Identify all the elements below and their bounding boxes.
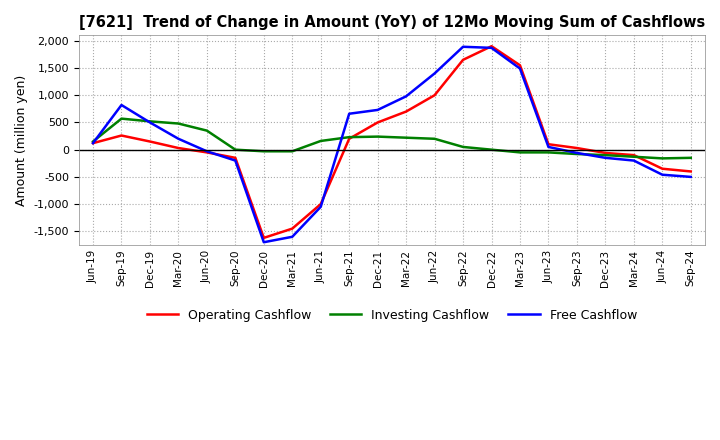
Investing Cashflow <box>686 155 695 161</box>
Operating Cashflow <box>374 120 382 125</box>
Operating Cashflow <box>487 44 496 49</box>
Investing Cashflow <box>89 139 97 144</box>
Investing Cashflow <box>202 128 211 133</box>
Operating Cashflow <box>89 140 97 146</box>
Title: [7621]  Trend of Change in Amount (YoY) of 12Mo Moving Sum of Cashflows: [7621] Trend of Change in Amount (YoY) o… <box>78 15 705 30</box>
Operating Cashflow <box>459 57 467 62</box>
Operating Cashflow <box>288 226 297 231</box>
Line: Free Cashflow: Free Cashflow <box>93 47 690 242</box>
Operating Cashflow <box>231 155 240 161</box>
Operating Cashflow <box>686 169 695 174</box>
Line: Operating Cashflow: Operating Cashflow <box>93 46 690 238</box>
Investing Cashflow <box>374 134 382 139</box>
Operating Cashflow <box>202 150 211 155</box>
Operating Cashflow <box>516 62 524 68</box>
Investing Cashflow <box>487 147 496 152</box>
Investing Cashflow <box>288 149 297 154</box>
Operating Cashflow <box>402 109 410 114</box>
Free Cashflow <box>117 103 126 108</box>
Free Cashflow <box>402 94 410 99</box>
Free Cashflow <box>89 140 97 146</box>
Operating Cashflow <box>601 150 610 156</box>
Free Cashflow <box>374 107 382 113</box>
Operating Cashflow <box>658 166 667 171</box>
Investing Cashflow <box>629 154 638 159</box>
Operating Cashflow <box>259 235 268 241</box>
Investing Cashflow <box>431 136 439 141</box>
Investing Cashflow <box>145 119 154 124</box>
Operating Cashflow <box>316 202 325 207</box>
Free Cashflow <box>231 158 240 163</box>
Investing Cashflow <box>516 150 524 155</box>
Investing Cashflow <box>117 116 126 121</box>
Y-axis label: Amount (million yen): Amount (million yen) <box>15 74 28 206</box>
Investing Cashflow <box>658 156 667 161</box>
Line: Investing Cashflow: Investing Cashflow <box>93 119 690 158</box>
Free Cashflow <box>145 120 154 125</box>
Investing Cashflow <box>572 151 581 157</box>
Free Cashflow <box>487 45 496 51</box>
Legend: Operating Cashflow, Investing Cashflow, Free Cashflow: Operating Cashflow, Investing Cashflow, … <box>142 304 642 327</box>
Investing Cashflow <box>402 135 410 140</box>
Investing Cashflow <box>544 150 553 155</box>
Free Cashflow <box>431 71 439 76</box>
Investing Cashflow <box>231 147 240 152</box>
Operating Cashflow <box>544 142 553 147</box>
Operating Cashflow <box>145 139 154 144</box>
Free Cashflow <box>288 234 297 239</box>
Free Cashflow <box>174 136 183 141</box>
Operating Cashflow <box>572 145 581 150</box>
Free Cashflow <box>516 66 524 71</box>
Investing Cashflow <box>345 135 354 140</box>
Investing Cashflow <box>316 138 325 143</box>
Operating Cashflow <box>345 136 354 141</box>
Investing Cashflow <box>174 121 183 126</box>
Investing Cashflow <box>601 153 610 158</box>
Free Cashflow <box>572 150 581 156</box>
Operating Cashflow <box>117 133 126 138</box>
Free Cashflow <box>544 144 553 150</box>
Free Cashflow <box>629 158 638 163</box>
Free Cashflow <box>658 172 667 177</box>
Free Cashflow <box>601 155 610 161</box>
Investing Cashflow <box>459 144 467 150</box>
Free Cashflow <box>459 44 467 49</box>
Investing Cashflow <box>259 149 268 154</box>
Operating Cashflow <box>431 92 439 98</box>
Operating Cashflow <box>174 145 183 150</box>
Free Cashflow <box>345 111 354 116</box>
Free Cashflow <box>316 204 325 209</box>
Operating Cashflow <box>629 153 638 158</box>
Free Cashflow <box>259 240 268 245</box>
Free Cashflow <box>686 174 695 180</box>
Free Cashflow <box>202 149 211 154</box>
